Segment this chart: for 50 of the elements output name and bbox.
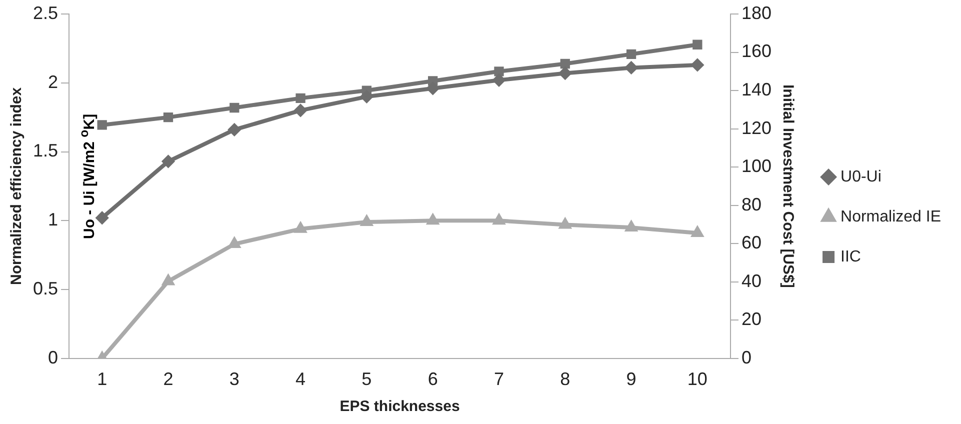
y-tick-label: 1 (48, 210, 58, 230)
point (162, 155, 174, 168)
point (626, 49, 636, 60)
y2-tick-label: 40 (741, 270, 762, 291)
point (428, 76, 438, 86)
y2-tick-label: 160 (741, 41, 772, 62)
point (691, 58, 704, 71)
x-tick-label: 9 (626, 369, 636, 390)
point (560, 58, 570, 69)
point (230, 102, 240, 113)
point (360, 90, 373, 103)
point (692, 40, 702, 50)
y-axis-title: Normalized efficiency index (8, 86, 26, 285)
x-tick-label: 8 (560, 369, 570, 390)
y2-tick-label: 120 (741, 118, 772, 138)
x-axis-title: EPS thicknesses (340, 398, 460, 416)
x-tick-label: 4 (296, 369, 306, 390)
point (96, 212, 108, 224)
point (228, 124, 240, 136)
point (163, 112, 174, 122)
legend-label: IIC (840, 248, 861, 266)
legend-label: U0-Ui (840, 168, 882, 186)
y2-tick-label: 20 (741, 309, 762, 330)
x-tick-label: 5 (362, 369, 372, 390)
y2-tick-label: 60 (741, 232, 762, 253)
y2-tick-label: 0 (741, 347, 752, 368)
y2-tick-label: 180 (741, 2, 772, 23)
point (625, 62, 638, 74)
y-tick-label: 0.5 (32, 278, 58, 298)
x-tick-label: 7 (494, 369, 504, 390)
point (294, 104, 307, 116)
y-tick-label: 1.5 (32, 140, 58, 161)
x-tick-label: 3 (229, 369, 240, 390)
y-tick-label: 0 (48, 347, 58, 368)
x-tick-label: 6 (428, 369, 438, 390)
x-tick-label: 2 (163, 369, 174, 390)
y-tick-label: 2.5 (32, 2, 58, 23)
point (559, 67, 572, 80)
y2-tick-label: 140 (741, 80, 772, 100)
point (296, 93, 306, 104)
legend-label: Normalized IE (840, 208, 942, 226)
point (295, 222, 306, 233)
point (494, 66, 504, 76)
y2-axis-title: Initial Investment Cost [US$] (779, 84, 796, 288)
y-tick-label: 2 (48, 72, 58, 92)
x-tick-label: 1 (97, 369, 108, 390)
x-tick-label: 10 (687, 369, 708, 390)
point (97, 120, 107, 130)
y2-tick-label: 80 (741, 194, 762, 214)
y2-tick-label: 100 (741, 156, 772, 176)
